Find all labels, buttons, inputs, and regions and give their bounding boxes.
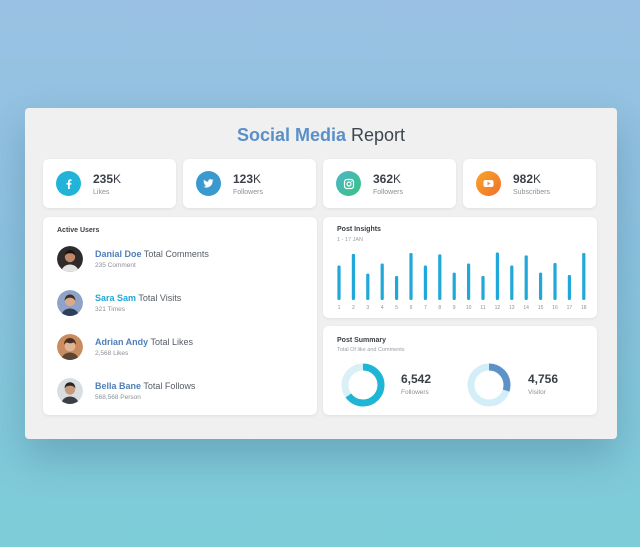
youtube-icon	[476, 171, 501, 196]
stat-value: 982K	[513, 172, 542, 186]
x-tick-label: 5	[395, 305, 398, 311]
user-subtext: 235 Comment	[95, 262, 136, 269]
bar-4	[380, 263, 384, 300]
x-tick-label: 2	[352, 305, 355, 311]
user-name-line: Sara Sam Total Visits	[95, 293, 182, 303]
bar-6	[409, 252, 413, 300]
followers-donut	[341, 363, 385, 407]
stat-card-twitter[interactable]: 123K Followers	[183, 159, 316, 208]
avatar	[57, 334, 83, 360]
post-insights-date-range: 1 - 17 JAN	[337, 237, 363, 243]
bar-12	[495, 252, 499, 300]
x-tick-label: 16	[552, 305, 558, 311]
bar-17	[567, 275, 571, 300]
bar-15	[539, 272, 543, 300]
user-name-line: Danial Doe Total Comments	[95, 249, 209, 259]
user-name-line: Adrian Andy Total Likes	[95, 337, 194, 347]
bar-14	[524, 255, 528, 300]
user-subtext: 568,568 Person	[95, 394, 141, 401]
post-summary-subtitle: Total Of like and Comments	[337, 347, 405, 353]
bar-10	[467, 263, 471, 300]
x-tick-label: 11	[480, 305, 485, 311]
post-insights-card: Post Insights 1 - 17 JAN 1 2 3 4 5 6 7 8 9 10 11 12…	[323, 217, 597, 318]
bar-7	[423, 265, 427, 300]
bar-13	[510, 265, 514, 300]
avatar	[57, 290, 83, 316]
stat-card-youtube[interactable]: 982K Subscribers	[463, 159, 596, 208]
bar-3	[366, 273, 370, 300]
dashboard-panel: Social Media Report 235K Likes 123K Foll…	[25, 108, 617, 439]
post-summary-card: Post Summary Total Of like and Comments …	[323, 326, 597, 415]
page-title: Social Media Report	[236, 125, 406, 145]
x-tick-label: 10	[466, 305, 472, 311]
x-tick-label: 18	[581, 305, 587, 311]
stat-value: 362K	[373, 172, 402, 186]
avatar	[57, 378, 83, 404]
bar-18	[582, 252, 586, 300]
user-row[interactable]: Adrian Andy Total Likes 2,568 Likes	[57, 334, 307, 362]
facebook-icon	[56, 171, 81, 196]
followers-value: 6,542	[401, 372, 432, 386]
visitor-value: 4,756	[528, 372, 559, 386]
visitor-donut	[467, 363, 511, 407]
x-tick-label: 6	[410, 305, 413, 311]
stat-label: Followers	[373, 189, 403, 196]
x-tick-label: 7	[424, 305, 427, 311]
x-tick-label: 3	[366, 305, 369, 311]
user-subtext: 2,568 Likes	[95, 350, 129, 357]
x-tick-label: 15	[538, 305, 544, 311]
user-row[interactable]: Bella Bane Total Follows 568,568 Person	[57, 378, 307, 406]
post-insights-bar-chart: 1 2 3 4 5 6 7 8 9 10 11 12 13 14 15 16 17 18	[337, 252, 587, 311]
x-tick-label: 13	[509, 305, 515, 311]
stat-card-instagram[interactable]: 362K Followers	[323, 159, 456, 208]
donut-arc	[341, 363, 385, 407]
bar-1	[337, 265, 341, 300]
stat-label: Followers	[233, 189, 263, 196]
active-users-title: Active Users	[57, 227, 100, 234]
bar-5	[395, 276, 399, 300]
x-tick-label: 4	[381, 305, 384, 311]
donut-arc	[467, 363, 511, 407]
followers-label: Followers	[401, 389, 429, 396]
stat-value: 235K	[93, 172, 122, 186]
instagram-icon	[336, 171, 361, 196]
active-users-card: Active Users Danial Doe Total Comments 2…	[43, 217, 317, 415]
stat-value: 123K	[233, 172, 262, 186]
x-tick-label: 8	[438, 305, 441, 311]
stat-label: Subscribers	[513, 189, 550, 196]
bar-9	[452, 272, 456, 300]
post-insights-title: Post Insights	[337, 226, 381, 233]
bar-2	[351, 253, 355, 300]
x-tick-label: 12	[495, 305, 501, 311]
bar-16	[553, 263, 557, 300]
x-tick-label: 1	[338, 305, 341, 311]
user-name-line: Bella Bane Total Follows	[95, 381, 196, 391]
twitter-icon	[196, 171, 221, 196]
post-summary-title: Post Summary	[337, 337, 387, 344]
bar-11	[481, 276, 485, 300]
x-tick-label: 9	[453, 305, 456, 311]
user-row[interactable]: Danial Doe Total Comments 235 Comment	[57, 246, 307, 274]
bar-8	[438, 254, 442, 300]
user-subtext: 321 Times	[95, 306, 125, 313]
stat-card-facebook[interactable]: 235K Likes	[43, 159, 176, 208]
x-tick-label: 17	[567, 305, 573, 311]
user-row[interactable]: Sara Sam Total Visits 321 Times	[57, 290, 307, 318]
x-tick-label: 14	[523, 305, 529, 311]
stat-label: Likes	[93, 189, 110, 196]
visitor-label: Visitor	[528, 389, 546, 396]
avatar	[57, 246, 83, 272]
